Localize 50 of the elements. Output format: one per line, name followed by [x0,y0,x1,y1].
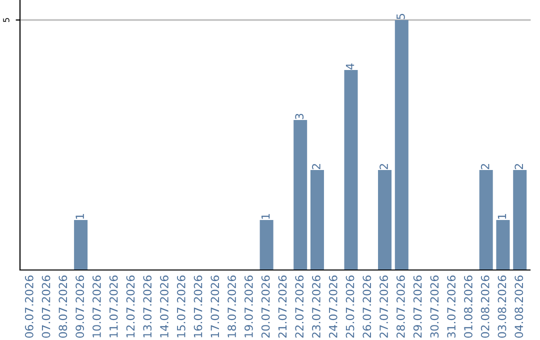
bar [260,220,274,270]
data-label: 4 [346,64,354,70]
bar [513,170,527,270]
x-tick-label: 06.07.2026 [24,276,34,338]
x-tick-label: 13.07.2026 [143,276,152,338]
x-tick-label: 01.08.2026 [464,276,472,338]
bar [310,170,324,270]
bar [394,20,408,270]
x-tick-label: 14.07.2026 [160,276,168,338]
x-tick-label: 28.07.2026 [396,276,405,338]
data-label: 5 [396,14,405,20]
x-tick-label: 31.07.2026 [447,276,456,338]
x-tick-label: 02.08.2026 [480,276,490,338]
data-label: 1 [498,214,506,219]
x-tick-label: 25.07.2026 [346,276,354,338]
x-tick-label: 17.07.2026 [210,276,220,338]
bar [378,170,392,270]
x-tick-label: 24.07.2026 [328,276,338,338]
bar [74,220,88,270]
data-label: 1 [262,214,270,219]
x-tick-label: 30.07.2026 [430,276,439,338]
bar [294,120,308,270]
data-label: 3 [295,114,304,120]
data-label: 2 [312,164,320,170]
x-tick-label: 18.07.2026 [228,276,236,338]
x-tick-label: 10.07.2026 [92,276,101,338]
x-tick-label: 29.07.2026 [413,276,422,338]
bar [344,70,358,270]
data-label: 1 [76,214,84,219]
x-tick-label: 09.07.2026 [76,276,84,338]
x-tick-label: 22.07.2026 [295,276,304,338]
x-tick-label: 04.08.2026 [514,276,524,338]
data-label: 2 [380,164,388,170]
data-label: 2 [480,164,490,170]
x-tick-label: 27.07.2026 [380,276,388,338]
x-tick-label: 08.07.2026 [58,276,68,338]
bar [496,220,510,270]
data-label: 2 [514,164,523,170]
x-tick-label: 26.07.2026 [362,276,372,338]
x-tick-label: 16.07.2026 [194,276,202,338]
x-tick-label: 07.07.2026 [42,276,50,338]
x-tick-label: 23.07.2026 [312,276,320,338]
x-tick-label: 03.08.2026 [498,276,506,338]
bar [479,170,493,270]
x-tick-label: 12.07.2026 [126,276,135,338]
x-tick-label: 21.07.2026 [278,276,287,338]
x-tick-label: 20.07.2026 [261,276,270,338]
x-tick-label: 15.07.2026 [176,276,186,338]
x-tick-label: 19.07.2026 [244,276,253,338]
x-tick-label: 11.07.2026 [109,276,118,338]
